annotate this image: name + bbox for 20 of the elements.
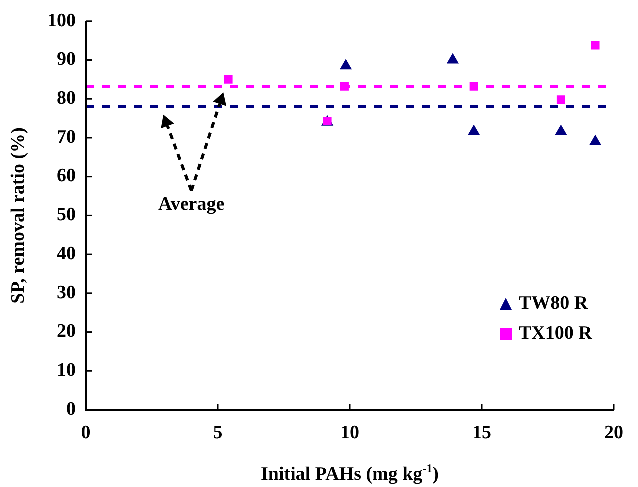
- y-tick-label: 90: [57, 49, 76, 70]
- y-tick-label: 70: [57, 126, 76, 148]
- x-tick-label: 15: [472, 422, 492, 444]
- annotation: Average: [158, 194, 225, 215]
- x-tick-label: 20: [604, 422, 624, 444]
- y-tick-label: 100: [48, 10, 76, 32]
- legend-label: TW80 R: [519, 293, 588, 316]
- y-tick-label: 30: [57, 282, 76, 304]
- y-tick-label: 20: [57, 321, 76, 342]
- y-tick-label: 0: [66, 398, 76, 420]
- y-tick-label: 40: [57, 243, 76, 264]
- x-tick-label: 5: [213, 422, 223, 444]
- x-tick-label: 10: [340, 422, 360, 444]
- y-tick-label: 10: [57, 360, 76, 382]
- legend-label: TX100 R: [519, 323, 592, 346]
- x-tick-label: 0: [81, 422, 91, 444]
- y-axis-title: SP, removal ratio (%): [8, 128, 29, 304]
- y-tick-label: 50: [57, 204, 76, 226]
- y-tick-label: 60: [57, 166, 76, 187]
- y-tick-label: 80: [57, 88, 76, 110]
